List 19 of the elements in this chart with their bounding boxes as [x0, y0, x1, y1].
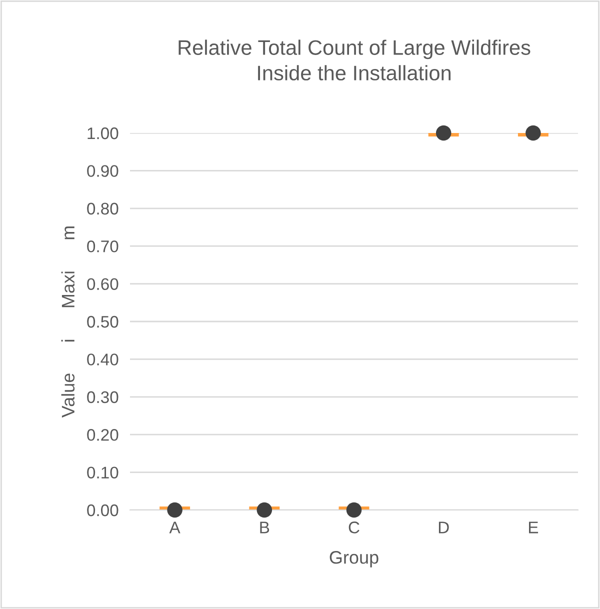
- y-tick-label: 0.90: [87, 165, 118, 177]
- x-axis-title: Group: [330, 551, 378, 568]
- chart-title: Relative Total Count of Large Wildfires Inside the Installation: [178, 40, 530, 80]
- y-tick-label: 0.00: [87, 504, 118, 516]
- x-tick-label: E: [529, 522, 538, 534]
- y-tick-label: 0.10: [87, 466, 118, 479]
- x-tick-label: A: [169, 522, 180, 534]
- x-tick-label: B: [260, 522, 270, 534]
- y-tick-label: 0.50: [87, 316, 118, 328]
- y-tick-label: 0.30: [87, 391, 118, 404]
- y-tick-label: 0.60: [87, 278, 118, 290]
- x-tick-label: D: [438, 522, 449, 534]
- y-tick-label: 0.80: [87, 202, 118, 215]
- y-tick-label: 0.40: [87, 354, 118, 366]
- y-tick-label: 0.70: [87, 240, 118, 252]
- y-axis-title: Value i Maxi m: [61, 226, 75, 418]
- x-tick-label: C: [348, 522, 360, 534]
- y-tick-label: 0.20: [87, 429, 118, 441]
- y-tick-label: 1.00: [88, 127, 118, 140]
